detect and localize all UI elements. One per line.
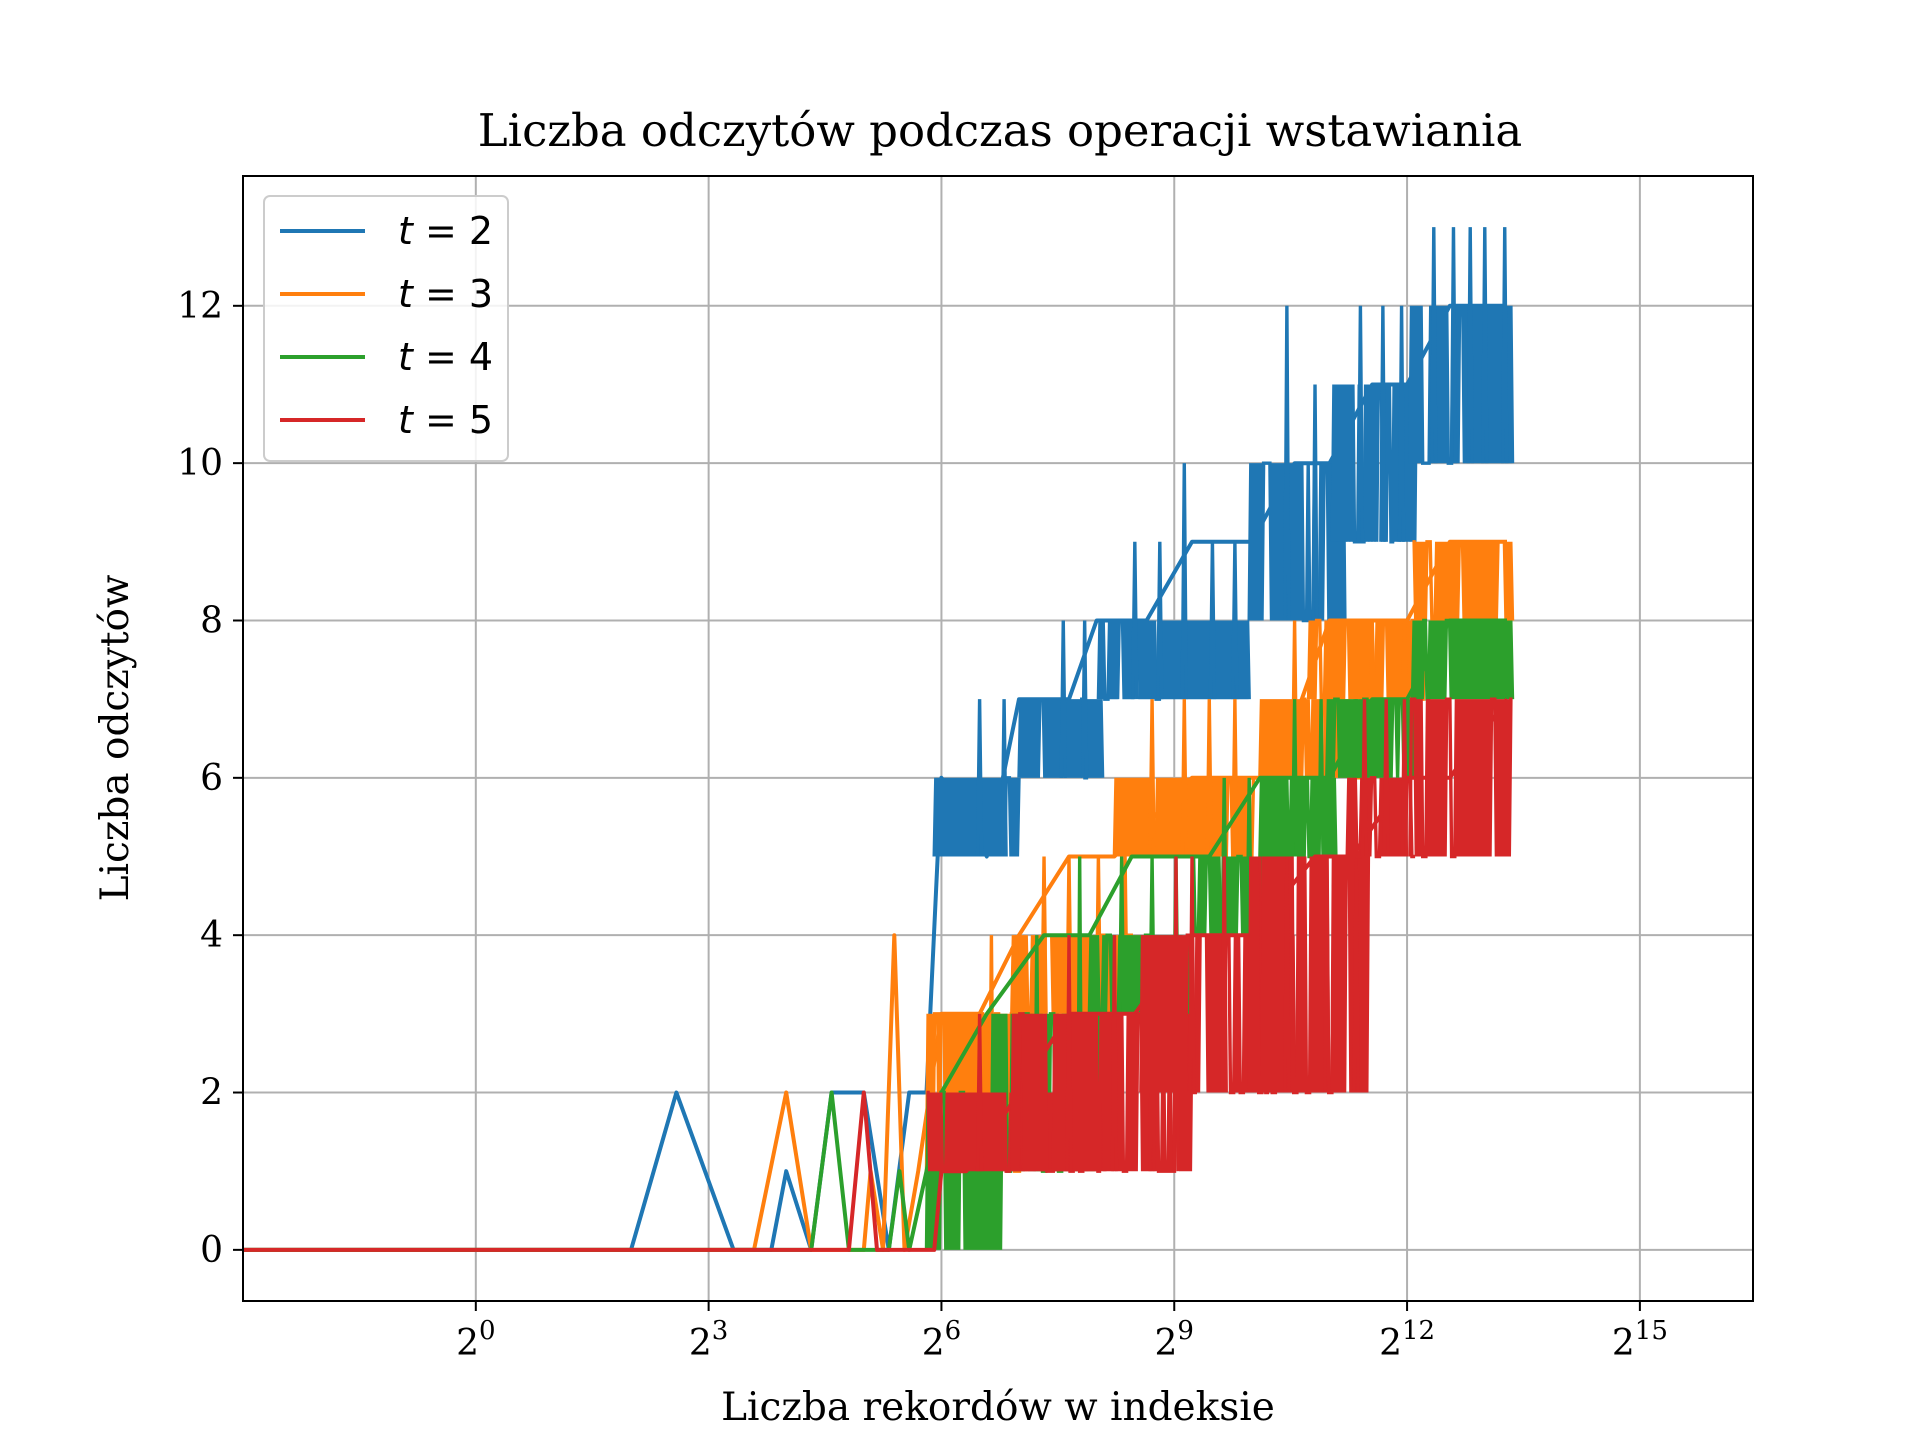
plot-frame [242,175,1754,1302]
series-spike [1379,305,1387,542]
series-band [1096,618,1251,701]
series-band [1010,1012,1194,1173]
x-axis-label: Liczba rekordów w indeksie [721,1385,1275,1430]
series-spike [1466,227,1474,464]
series-spike [1231,541,1239,700]
series-4 [243,697,1513,1252]
series-spike [1382,699,1390,857]
legend-label: t = 3 [398,272,493,316]
legend-label: t = 5 [398,398,493,442]
y-tick-label: 8 [200,600,223,641]
legend-label: t = 2 [398,209,493,253]
x-tick-label: 212 [1379,1316,1435,1364]
y-tick-label: 2 [200,1073,223,1114]
series-spike [1080,620,1089,778]
y-tick-label: 4 [200,915,223,956]
x-tick-label: 20 [456,1316,495,1364]
series-band [1408,304,1515,465]
series-spike [975,699,984,857]
y-tick-label: 12 [177,286,223,327]
series-spike [1065,935,1073,1172]
series-band [1258,776,1338,859]
series-band [1410,618,1515,701]
series-spike [1400,620,1409,700]
series-1 [243,227,1515,1252]
legend-item: t = 5 [280,398,493,442]
series-spike [1501,227,1509,464]
series-spike [1148,935,1156,1172]
y-tick-label: 10 [177,443,223,484]
series-spike [975,1013,984,1172]
series-spike [1131,541,1139,700]
series-spike [1220,856,1228,1093]
x-tick-label: 26 [922,1316,961,1364]
series-band [1408,697,1513,859]
series-spike [1368,620,1376,700]
series-spike [1449,227,1458,464]
series-spike [1283,856,1291,1093]
series-spike [1180,699,1188,857]
series-spike [1400,699,1409,857]
series-spike [1231,699,1239,857]
series-spike [1290,699,1299,857]
legend-item: t = 2 [280,209,493,253]
x-tick-label: 23 [689,1316,728,1364]
x-tick-label: 29 [1155,1316,1194,1364]
legend-item: t = 4 [280,335,493,379]
chart-title: Liczba odczytów podczas operacji wstawia… [478,104,1522,157]
legend-item: t = 3 [280,272,493,316]
tick-layer: 20 23 26 29 212 215 0 2 4 6 8 10 12 [177,286,1668,1364]
y-axis-label: Liczba odczytów [93,575,138,902]
legend-box [263,195,509,462]
series-spike [1148,699,1156,857]
series-spike [1397,305,1406,542]
series-spike [1430,227,1438,464]
y-tick-label: 0 [200,1230,223,1271]
series-spike [1317,699,1325,857]
series-band [1247,461,1347,623]
series-spike [1360,699,1369,857]
series-spike [1156,541,1164,700]
legend: t = 2 t = 3 t = 4 t = 5 [263,195,509,462]
series-band [1412,540,1515,623]
series-spike [1059,620,1067,778]
series-spike [1352,699,1360,778]
series-spike [1000,699,1008,857]
series-spike [1323,856,1331,1093]
series-spike [1283,305,1291,621]
series-spike [1205,699,1213,857]
series-spike [1180,463,1188,700]
series-spike [1356,305,1365,542]
series-spike [1311,384,1319,621]
series-spike [1208,541,1217,700]
series-spike [1481,227,1489,464]
series-spike [1110,935,1119,1172]
series-spike [1352,856,1360,1093]
series-spike [1040,856,1048,1014]
x-tick-label: 215 [1612,1316,1668,1364]
series-spike [1188,856,1196,1093]
y-tick-label: 6 [200,758,223,799]
series-spike [1117,856,1126,1014]
legend-label: t = 4 [398,335,493,379]
series-layer [243,227,1515,1252]
